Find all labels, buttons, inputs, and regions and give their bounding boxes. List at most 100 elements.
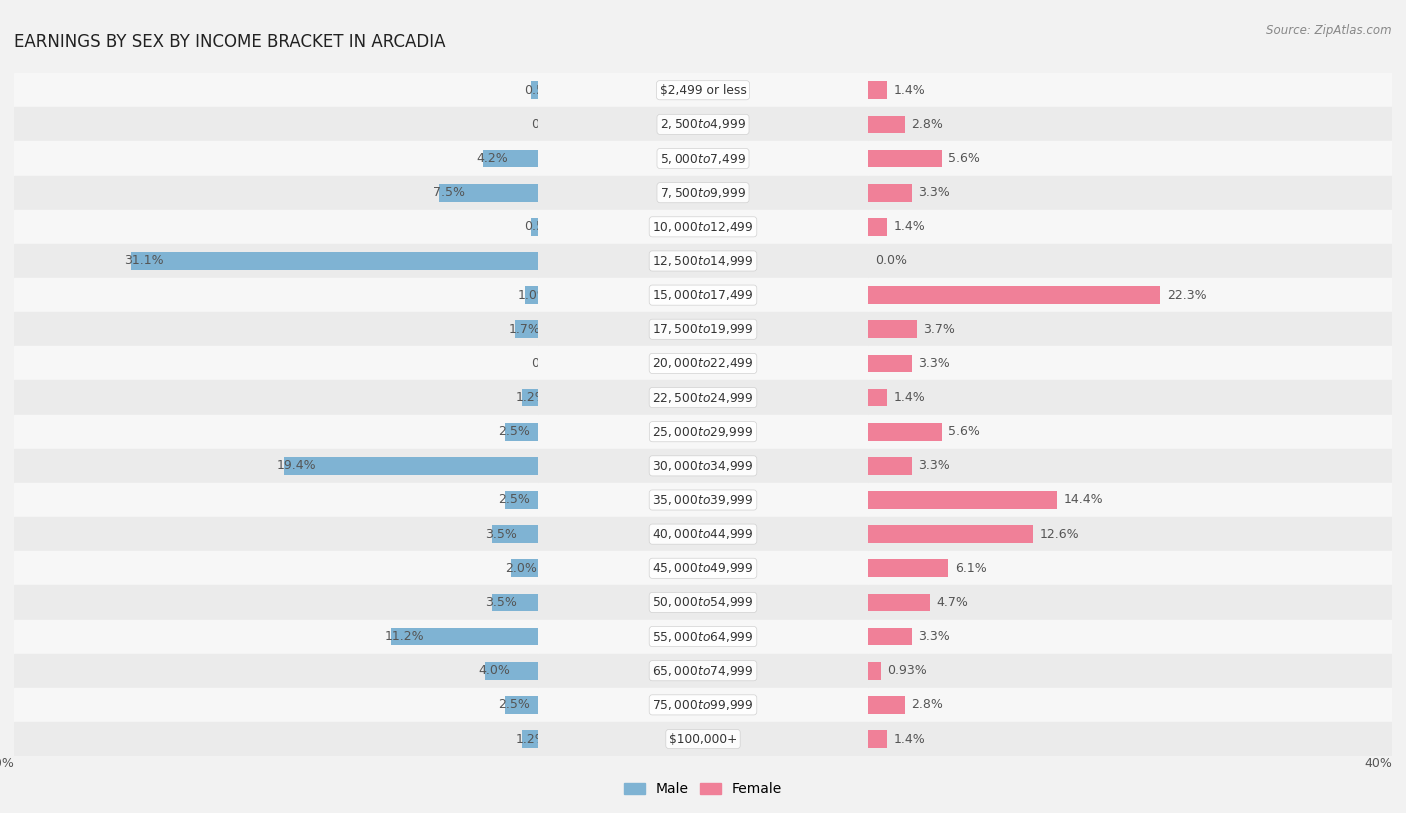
Text: $50,000 to $54,999: $50,000 to $54,999 bbox=[652, 595, 754, 610]
Text: 1.2%: 1.2% bbox=[516, 391, 547, 404]
Text: 2.5%: 2.5% bbox=[498, 493, 530, 506]
Text: $35,000 to $39,999: $35,000 to $39,999 bbox=[652, 493, 754, 507]
Text: 1.7%: 1.7% bbox=[509, 323, 541, 336]
Text: 3.7%: 3.7% bbox=[924, 323, 955, 336]
Bar bbox=[14, 73, 537, 107]
Bar bbox=[537, 141, 869, 176]
Text: 3.3%: 3.3% bbox=[918, 459, 950, 472]
Bar bbox=[869, 730, 887, 748]
Bar bbox=[537, 244, 869, 278]
Bar bbox=[14, 380, 537, 415]
Bar bbox=[531, 218, 537, 236]
Bar bbox=[537, 688, 869, 722]
Bar bbox=[14, 107, 537, 141]
Bar bbox=[537, 73, 869, 107]
Bar bbox=[492, 525, 537, 543]
Text: 0.5%: 0.5% bbox=[524, 84, 557, 97]
Bar bbox=[869, 115, 905, 133]
Text: 19.4%: 19.4% bbox=[277, 459, 316, 472]
Bar bbox=[869, 354, 911, 372]
Bar bbox=[14, 141, 537, 176]
Text: $20,000 to $22,499: $20,000 to $22,499 bbox=[652, 356, 754, 371]
Text: 4.7%: 4.7% bbox=[936, 596, 969, 609]
Bar bbox=[869, 559, 948, 577]
Text: $45,000 to $49,999: $45,000 to $49,999 bbox=[652, 561, 754, 576]
Text: $10,000 to $12,499: $10,000 to $12,499 bbox=[652, 220, 754, 234]
Bar bbox=[522, 389, 537, 406]
Text: $5,000 to $7,499: $5,000 to $7,499 bbox=[659, 151, 747, 166]
Legend: Male, Female: Male, Female bbox=[619, 777, 787, 802]
Text: 7.5%: 7.5% bbox=[433, 186, 465, 199]
Bar bbox=[537, 449, 869, 483]
Text: 14.4%: 14.4% bbox=[1063, 493, 1104, 506]
Bar bbox=[492, 593, 537, 611]
Text: 3.3%: 3.3% bbox=[918, 186, 950, 199]
Text: 31.1%: 31.1% bbox=[124, 254, 163, 267]
Text: 40%: 40% bbox=[0, 757, 14, 770]
Text: $15,000 to $17,499: $15,000 to $17,499 bbox=[652, 288, 754, 302]
Bar bbox=[869, 620, 1392, 654]
Text: 0.0%: 0.0% bbox=[531, 118, 564, 131]
Bar bbox=[537, 551, 869, 585]
Bar bbox=[522, 730, 537, 748]
Bar bbox=[869, 457, 911, 475]
Text: 0.0%: 0.0% bbox=[875, 254, 907, 267]
Text: 2.8%: 2.8% bbox=[911, 118, 943, 131]
Bar bbox=[440, 184, 537, 202]
Bar bbox=[14, 483, 537, 517]
Bar bbox=[482, 150, 537, 167]
Text: 0.93%: 0.93% bbox=[887, 664, 927, 677]
Bar bbox=[869, 585, 1392, 620]
Text: $2,500 to $4,999: $2,500 to $4,999 bbox=[659, 117, 747, 132]
Text: 3.3%: 3.3% bbox=[918, 357, 950, 370]
Bar bbox=[869, 491, 1057, 509]
Bar bbox=[537, 620, 869, 654]
Bar bbox=[869, 150, 942, 167]
Bar bbox=[14, 415, 537, 449]
Bar bbox=[537, 278, 869, 312]
Bar bbox=[524, 286, 537, 304]
Bar bbox=[869, 696, 905, 714]
Bar bbox=[869, 278, 1392, 312]
Bar bbox=[869, 688, 1392, 722]
Bar bbox=[537, 210, 869, 244]
Bar bbox=[14, 278, 537, 312]
Bar bbox=[869, 415, 1392, 449]
Bar bbox=[391, 628, 537, 646]
Bar bbox=[869, 210, 1392, 244]
Bar bbox=[537, 107, 869, 141]
Text: $40,000 to $44,999: $40,000 to $44,999 bbox=[652, 527, 754, 541]
Text: 4.2%: 4.2% bbox=[477, 152, 508, 165]
Text: 12.6%: 12.6% bbox=[1040, 528, 1080, 541]
Bar bbox=[14, 346, 537, 380]
Bar bbox=[537, 415, 869, 449]
Text: 1.0%: 1.0% bbox=[517, 289, 550, 302]
Bar bbox=[537, 380, 869, 415]
Bar bbox=[869, 662, 880, 680]
Bar bbox=[869, 483, 1392, 517]
Text: 1.4%: 1.4% bbox=[893, 391, 925, 404]
Bar bbox=[537, 346, 869, 380]
Bar bbox=[869, 176, 1392, 210]
Bar bbox=[14, 654, 537, 688]
Bar bbox=[869, 184, 911, 202]
Bar bbox=[537, 722, 869, 756]
Bar bbox=[14, 176, 537, 210]
Bar bbox=[869, 244, 1392, 278]
Text: 6.1%: 6.1% bbox=[955, 562, 987, 575]
Bar bbox=[869, 722, 1392, 756]
Text: 1.4%: 1.4% bbox=[893, 220, 925, 233]
Bar bbox=[505, 491, 537, 509]
Text: $12,500 to $14,999: $12,500 to $14,999 bbox=[652, 254, 754, 268]
Bar bbox=[131, 252, 537, 270]
Text: $7,500 to $9,999: $7,500 to $9,999 bbox=[659, 185, 747, 200]
Text: Source: ZipAtlas.com: Source: ZipAtlas.com bbox=[1267, 24, 1392, 37]
Bar bbox=[284, 457, 537, 475]
Text: 5.6%: 5.6% bbox=[948, 152, 980, 165]
Bar bbox=[869, 312, 1392, 346]
Text: 2.0%: 2.0% bbox=[505, 562, 537, 575]
Text: 3.5%: 3.5% bbox=[485, 528, 517, 541]
Text: 2.5%: 2.5% bbox=[498, 425, 530, 438]
Bar bbox=[537, 312, 869, 346]
Bar bbox=[869, 449, 1392, 483]
